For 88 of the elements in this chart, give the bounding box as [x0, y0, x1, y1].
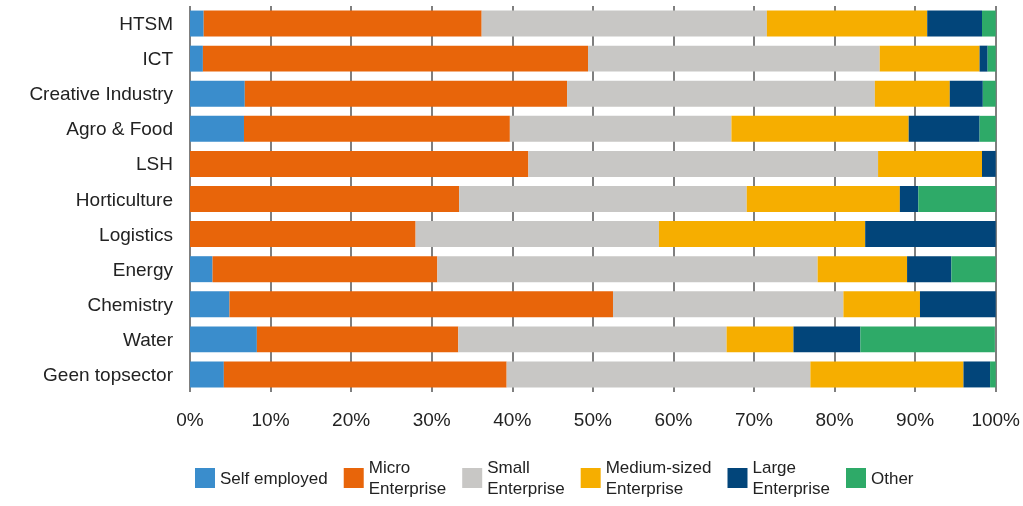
bar — [437, 256, 818, 283]
legend-label: Large Enterprise — [752, 458, 830, 498]
bar — [990, 361, 996, 388]
bar — [612, 291, 844, 318]
bar — [190, 115, 244, 142]
bar — [979, 115, 996, 142]
y-tick-label: ICT — [142, 48, 174, 70]
bar — [528, 150, 879, 177]
bar — [982, 10, 996, 37]
bar — [878, 150, 983, 177]
bar — [951, 256, 996, 283]
bar — [509, 115, 732, 142]
x-tick-label: 10% — [251, 409, 290, 430]
bar — [879, 45, 980, 72]
bar — [731, 115, 909, 142]
bar — [918, 186, 996, 212]
legend-label: Other — [870, 468, 914, 488]
bar — [793, 326, 861, 353]
bar — [567, 80, 875, 107]
bar — [190, 80, 245, 107]
bar — [982, 80, 996, 107]
bar — [658, 221, 866, 248]
x-tick-label: 80% — [815, 409, 854, 430]
bar — [982, 150, 996, 177]
y-tick-label: Creative Industry — [29, 83, 174, 105]
y-tick-label: Agro & Food — [66, 118, 173, 140]
bar — [229, 291, 613, 318]
x-tick-label: 70% — [734, 409, 774, 430]
bar — [212, 256, 438, 283]
bar — [243, 115, 510, 142]
bar — [963, 361, 991, 388]
bar — [415, 221, 659, 248]
y-tick-label: Energy — [112, 258, 174, 280]
bar — [190, 45, 203, 72]
bar — [843, 291, 920, 318]
y-tick-label: Geen topsector — [43, 363, 174, 385]
bar — [810, 361, 964, 388]
bar — [979, 45, 988, 72]
x-tick-label: 30% — [412, 409, 451, 430]
bar — [202, 45, 589, 72]
bar — [908, 115, 980, 142]
bar — [458, 326, 727, 353]
bar — [588, 45, 880, 72]
y-tick-label: LSH — [136, 153, 173, 175]
x-tick-label: 0% — [176, 409, 204, 430]
legend-label: Micro Enterprise — [368, 458, 447, 498]
bar — [190, 326, 257, 353]
bar — [726, 326, 794, 353]
bar — [865, 221, 996, 248]
bar — [190, 10, 204, 37]
legend-label: Medium-sized Enterprise — [605, 458, 712, 498]
bar — [244, 80, 568, 107]
bar — [459, 186, 747, 212]
bar — [481, 10, 767, 37]
y-tick-label: Water — [123, 328, 174, 350]
bar — [746, 186, 900, 212]
bar — [987, 45, 996, 72]
legend-label: Small Enterprise — [487, 458, 565, 498]
bar — [919, 291, 996, 318]
x-tick-label: 90% — [896, 409, 935, 430]
bar — [190, 291, 230, 318]
bar — [256, 326, 459, 353]
x-tick-label: 50% — [573, 409, 612, 430]
bar — [203, 10, 482, 37]
bar — [907, 256, 952, 283]
bar — [860, 326, 995, 353]
bar — [874, 80, 950, 107]
bar — [949, 80, 983, 107]
y-tick-label: Chemistry — [87, 293, 174, 315]
x-tick-label: 20% — [332, 409, 371, 430]
x-tick-label: 60% — [654, 409, 693, 430]
legend-label: Self employed — [220, 468, 328, 488]
bar — [817, 256, 908, 283]
y-tick-label: Logistics — [99, 223, 173, 245]
bar — [190, 150, 529, 177]
x-tick-label: 40% — [493, 409, 532, 430]
bar — [506, 361, 811, 388]
y-tick-label: Horticulture — [75, 188, 173, 210]
x-tick-label: 100% — [971, 409, 1021, 430]
bar — [899, 186, 919, 212]
bar — [766, 10, 928, 37]
bar — [190, 221, 416, 248]
bar — [190, 256, 213, 283]
bar — [190, 361, 224, 388]
bar — [927, 10, 983, 37]
bar — [223, 361, 507, 388]
y-tick-label: HTSM — [119, 13, 173, 35]
bar — [190, 186, 460, 212]
